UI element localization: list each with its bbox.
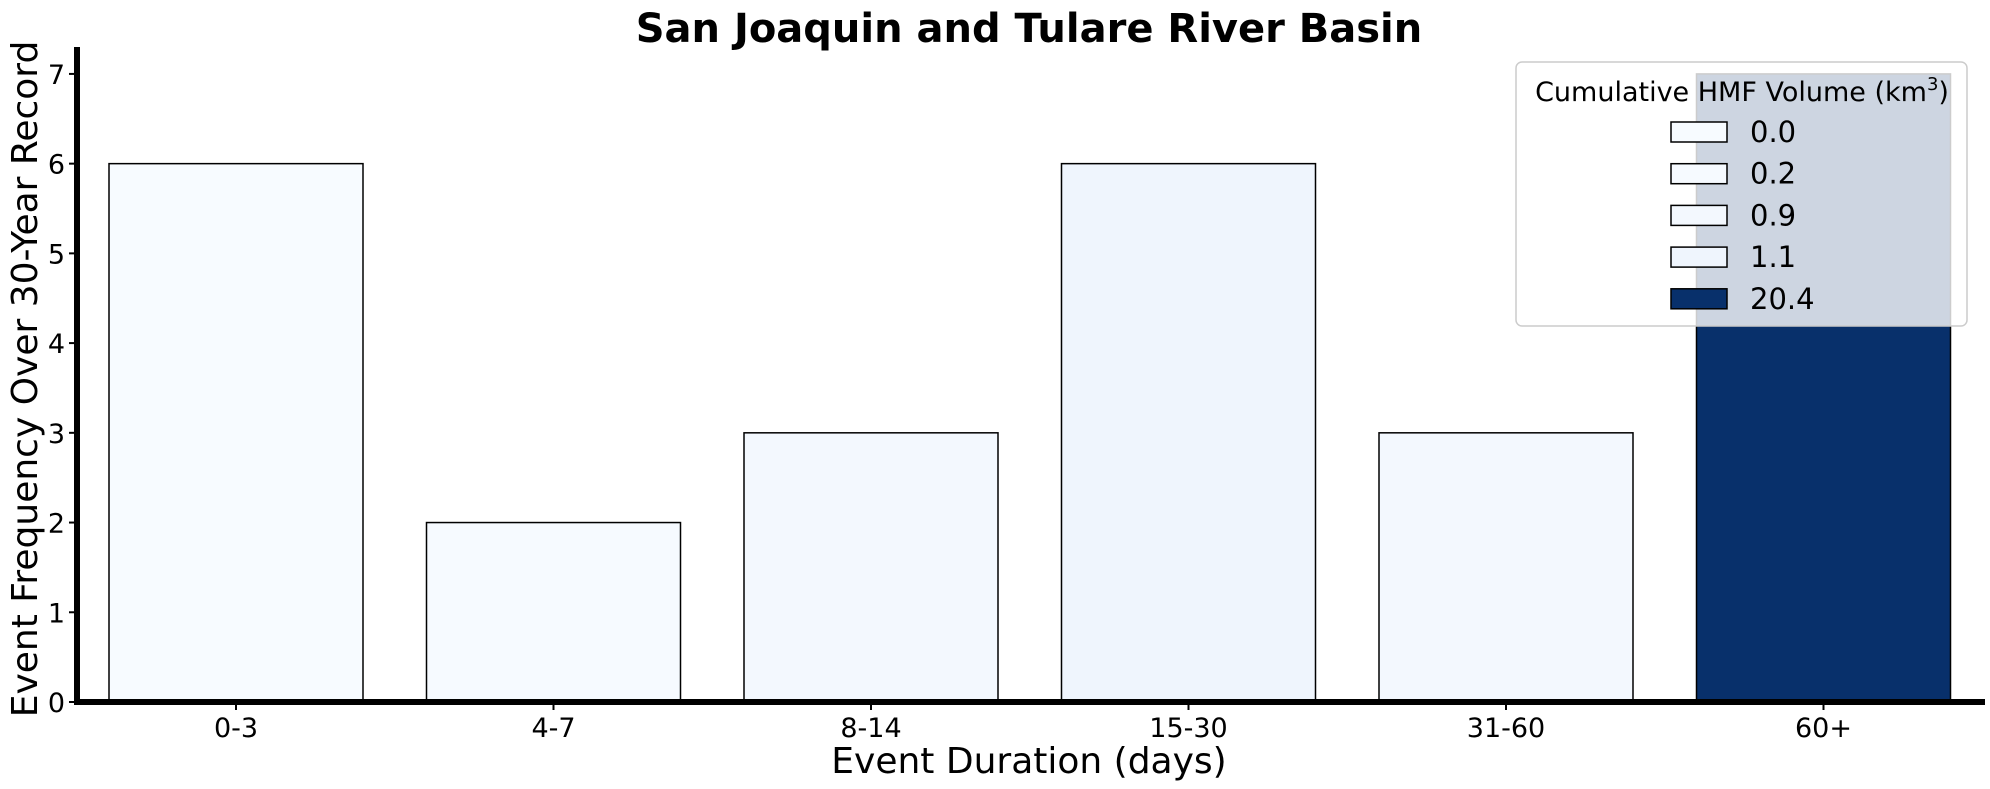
legend-title-superscript: 3 bbox=[1927, 74, 1938, 95]
x-tick-label: 0-3 bbox=[214, 713, 258, 744]
y-tick-label: 1 bbox=[48, 598, 65, 629]
legend-swatch bbox=[1670, 246, 1728, 268]
legend-title-main: Cumulative HMF Volume (km bbox=[1535, 77, 1927, 108]
y-tick-label: 5 bbox=[48, 239, 65, 270]
chart-title: San Joaquin and Tulare River Basin bbox=[636, 6, 1423, 52]
legend-label: 20.4 bbox=[1750, 282, 1815, 316]
bar-4-7 bbox=[425, 521, 682, 703]
legend-label: 0.2 bbox=[1750, 157, 1796, 191]
y-tick-label: 7 bbox=[48, 60, 65, 91]
bar-15-30 bbox=[1060, 162, 1317, 703]
legend: Cumulative HMF Volume (km3) 0.0 0.2 0.9 1.1… bbox=[1515, 61, 1968, 327]
y-tick-label: 4 bbox=[48, 329, 65, 360]
bar-31-60 bbox=[1378, 432, 1634, 703]
legend-swatch bbox=[1670, 162, 1728, 185]
x-tick-label: 4-7 bbox=[531, 713, 575, 744]
y-tick-label: 6 bbox=[48, 150, 65, 181]
legend-entries: 0.0 0.2 0.9 1.1 20.4 bbox=[1670, 115, 1815, 316]
legend-label: 1.1 bbox=[1750, 240, 1796, 274]
legend-label: 0.0 bbox=[1750, 115, 1796, 149]
bar-8-14 bbox=[743, 432, 999, 703]
legend-swatch bbox=[1670, 288, 1728, 310]
y-tick-label: 3 bbox=[48, 419, 65, 450]
y-axis-ticks: 0 1 2 3 4 5 6 7 bbox=[48, 60, 77, 719]
y-axis-label: Event Frequency Over 30-Year Record bbox=[5, 41, 46, 718]
legend-title-end: ) bbox=[1938, 77, 1949, 108]
legend-title: Cumulative HMF Volume (km3) bbox=[1535, 74, 1949, 108]
x-tick-label: 60+ bbox=[1795, 713, 1852, 744]
bar-0-3 bbox=[108, 162, 364, 703]
x-axis-label: Event Duration (days) bbox=[831, 741, 1226, 782]
x-tick-label: 31-60 bbox=[1467, 713, 1545, 744]
y-tick-label: 2 bbox=[48, 509, 65, 540]
legend-frame bbox=[1515, 61, 1968, 327]
legend-swatch bbox=[1670, 121, 1728, 143]
y-tick-label: 0 bbox=[48, 688, 65, 719]
x-axis-ticks: 0-3 4-7 8-14 15-30 31-60 60+ bbox=[214, 702, 1852, 744]
legend-label: 0.9 bbox=[1750, 198, 1796, 232]
x-tick-label: 15-30 bbox=[1149, 713, 1227, 744]
legend-swatch bbox=[1670, 204, 1728, 227]
x-tick-label: 8-14 bbox=[840, 713, 901, 744]
